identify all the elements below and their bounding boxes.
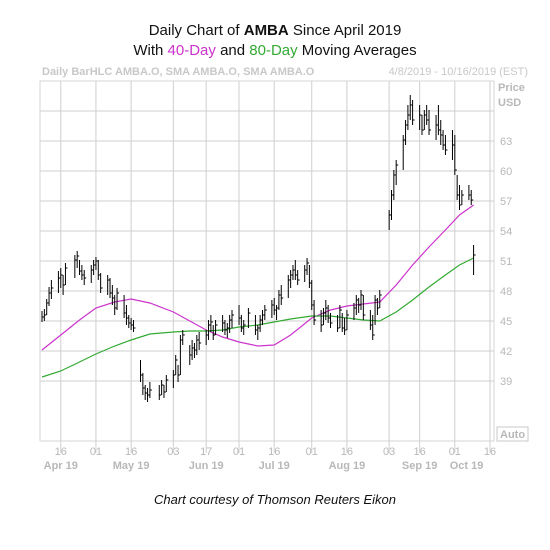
y-axis-unit: USD bbox=[498, 97, 521, 109]
x-tick-label: 01 bbox=[233, 446, 245, 458]
x-tick-label: 16 bbox=[484, 446, 496, 458]
subtitle-part-0: With bbox=[133, 42, 168, 59]
subtitle-part-2: and bbox=[215, 42, 250, 59]
y-tick-label: 57 bbox=[500, 196, 512, 208]
subtitle-part-3: 80-Day bbox=[249, 42, 298, 59]
y-tick-label: 63 bbox=[500, 136, 512, 148]
chart-title: Daily Chart of AMBA Since April 2019 bbox=[0, 22, 550, 39]
x-month-label: Apr 19 bbox=[44, 460, 78, 472]
x-month-label: May 19 bbox=[113, 460, 150, 472]
y-tick-label: 39 bbox=[500, 376, 512, 388]
y-tick-label: 60 bbox=[500, 166, 512, 178]
chart-credit: Chart courtesy of Thomson Reuters Eikon bbox=[153, 492, 397, 507]
x-tick-label: 16 bbox=[341, 446, 353, 458]
x-tick-label: 16 bbox=[268, 446, 280, 458]
auto-scale-label: Auto bbox=[500, 429, 525, 441]
y-tick-label: 54 bbox=[500, 226, 512, 238]
study-label: Daily BarHLC AMBA.O, SMA AMBA.O, SMA AMB… bbox=[42, 66, 315, 78]
y-axis-title: Price bbox=[498, 82, 525, 94]
y-tick-label: 51 bbox=[500, 256, 512, 268]
title-prefix: Daily Chart of bbox=[148, 22, 244, 39]
subtitle-part-1: 40-Day bbox=[167, 42, 216, 59]
y-tick-label: 45 bbox=[500, 316, 512, 328]
x-tick-label: 01 bbox=[90, 446, 102, 458]
x-tick-label: 01 bbox=[449, 446, 461, 458]
x-month-label: Jul 19 bbox=[259, 460, 290, 472]
y-tick-label: 42 bbox=[500, 346, 512, 358]
x-tick-label: 03 bbox=[383, 446, 395, 458]
x-tick-label: 03 bbox=[167, 446, 179, 458]
sma-80-line bbox=[41, 257, 474, 378]
x-month-label: Jun 19 bbox=[189, 460, 224, 472]
chart-subtitle: With 40-Day and 80-Day Moving Averages bbox=[0, 42, 550, 59]
x-month-label: Oct 19 bbox=[450, 460, 484, 472]
x-tick-label: 01 bbox=[306, 446, 318, 458]
x-tick-label: 17 bbox=[200, 446, 212, 458]
date-range-label: 4/8/2019 - 10/16/2019 (EST) bbox=[388, 66, 528, 78]
x-tick-label: 16 bbox=[55, 446, 67, 458]
y-tick-label: 48 bbox=[500, 286, 512, 298]
title-ticker: AMBA bbox=[243, 22, 289, 39]
x-tick-label: 16 bbox=[125, 446, 137, 458]
auto-scale-box bbox=[496, 426, 529, 442]
subtitle-part-4: Moving Averages bbox=[297, 42, 417, 59]
x-month-label: Sep 19 bbox=[402, 460, 437, 472]
x-tick-label: 16 bbox=[414, 446, 426, 458]
x-month-label: Aug 19 bbox=[329, 460, 366, 472]
title-suffix: Since April 2019 bbox=[288, 22, 402, 39]
